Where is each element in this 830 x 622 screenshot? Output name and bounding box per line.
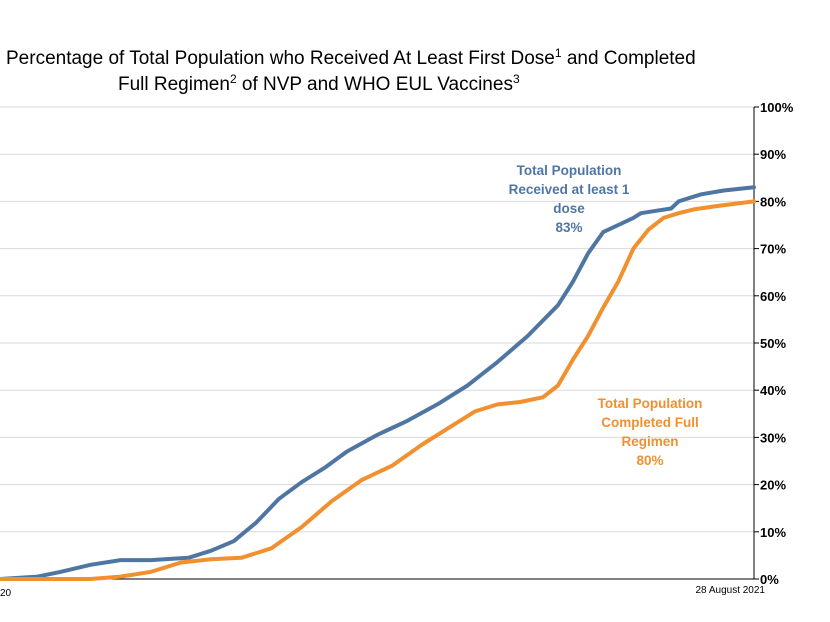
full-regimen-annotation: Regimen	[621, 434, 678, 449]
y-tick-label: 100%	[760, 100, 794, 115]
y-axis: 0% 10% 20% 30% 40% 50% 60% 70% 80% 90% 100%	[753, 100, 794, 587]
x-tick-label: 28 August 2021	[695, 585, 765, 596]
y-tick-label: 60%	[760, 289, 786, 304]
first-dose-line	[0, 185, 756, 581]
x-axis: 20 28 August 2021	[0, 578, 765, 599]
first-dose-annotation: 83%	[555, 220, 582, 235]
y-tick-label: 80%	[760, 194, 786, 209]
series-lines	[0, 185, 756, 581]
title-line-2-end: of NVP and WHO EUL Vaccines	[236, 74, 513, 95]
series-annotations: Total Population Received at least 1 dose 8…	[509, 163, 703, 468]
full-regimen-line	[0, 199, 756, 581]
first-dose-annotation: Total Population	[517, 163, 622, 178]
y-tick-label: 10%	[760, 525, 786, 540]
title-footnote-2: 2	[229, 72, 237, 86]
y-tick-label: 90%	[760, 147, 786, 162]
title-line-1: Percentage of Total Population who Recei…	[6, 48, 555, 69]
y-tick-label: 40%	[760, 383, 786, 398]
title-line-2: Full Regimen	[118, 74, 230, 95]
full-regimen-annotation: Completed Full	[601, 415, 699, 430]
title-footnote-3: 3	[512, 72, 520, 86]
full-regimen-annotation: 80%	[636, 453, 663, 468]
title-line-1-end: and Completed	[561, 48, 696, 69]
first-dose-annotation: dose	[553, 201, 585, 216]
first-dose-annotation: Received at least 1	[509, 182, 630, 197]
y-tick-label: 20%	[760, 478, 786, 493]
gridlines	[0, 106, 754, 533]
title-footnote-1: 1	[554, 46, 562, 60]
x-tick-label: 20	[0, 588, 12, 599]
y-tick-label: 50%	[760, 336, 786, 351]
y-tick-label: 30%	[760, 430, 786, 445]
y-tick-label: 0%	[760, 572, 779, 587]
full-regimen-annotation: Total Population	[598, 396, 703, 411]
y-tick-label: 70%	[760, 242, 786, 257]
